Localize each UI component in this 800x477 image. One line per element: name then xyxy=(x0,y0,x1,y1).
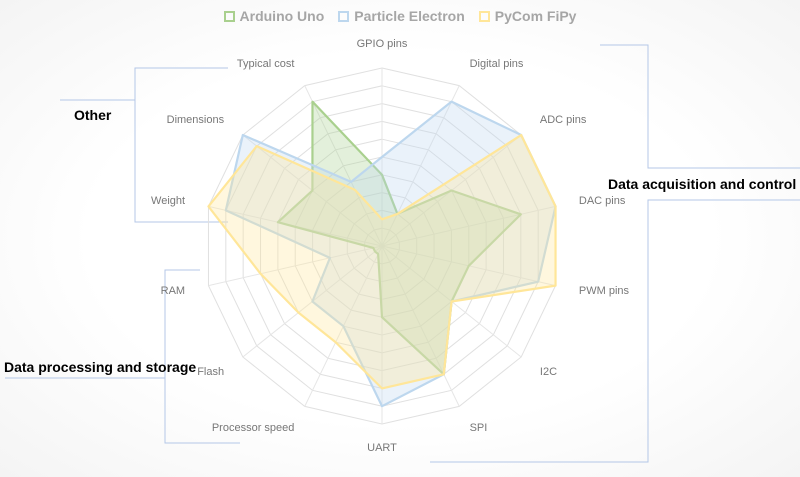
spoke-dac-pins xyxy=(381,205,556,247)
bracket-data-processing xyxy=(5,269,240,444)
legend-item-particle-electron: Particle Electron xyxy=(338,8,465,24)
axis-label-typical-cost: Typical cost xyxy=(237,58,294,70)
legend-label-arduino-uno: Arduino Uno xyxy=(239,8,325,24)
axis-label-spi: SPI xyxy=(470,422,488,434)
legend-label-particle-electron: Particle Electron xyxy=(354,8,465,24)
spoke-digital-pins xyxy=(381,85,460,247)
legend-swatch-pycom-fipy xyxy=(478,10,490,22)
axis-label-gpio-pins: GPIO pins xyxy=(357,38,408,50)
series-arduino-uno xyxy=(276,100,522,376)
axis-label-flash: Flash xyxy=(197,366,224,378)
axis-label-dac-pins: DAC pins xyxy=(579,195,626,207)
axis-label-pwm-pins: PWM pins xyxy=(579,285,630,297)
spoke-ram xyxy=(208,245,383,287)
axis-label-weight: Weight xyxy=(151,195,185,207)
group-label-data-processing: Data processing and storage xyxy=(4,359,197,375)
legend-item-pycom-fipy: PyCom FiPy xyxy=(478,8,577,24)
axis-label-uart: UART xyxy=(367,442,397,454)
axis-label-processor-speed: Processor speed xyxy=(212,422,295,434)
axis-label-digital-pins: Digital pins xyxy=(470,58,524,70)
spoke-typical-cost xyxy=(304,85,383,247)
bracket-data-acquisition-lower xyxy=(430,199,800,463)
axis-label-ram: RAM xyxy=(161,285,185,297)
group-label-other: Other xyxy=(74,107,112,123)
legend-swatch-arduino-uno xyxy=(223,10,235,22)
legend-swatch-particle-electron xyxy=(338,10,350,22)
axis-label-adc-pins: ADC pins xyxy=(540,114,587,126)
spoke-spi xyxy=(381,245,460,407)
group-brackets xyxy=(5,44,800,463)
axis-label-dimensions: Dimensions xyxy=(167,114,225,126)
chart-legend: Arduino Uno Particle Electron PyCom FiPy xyxy=(0,4,800,28)
bracket-data-acquisition xyxy=(600,44,800,169)
legend-label-pycom-fipy: PyCom FiPy xyxy=(494,8,577,24)
legend-item-arduino-uno: Arduino Uno xyxy=(223,8,325,24)
axis-label-i2c: I2C xyxy=(540,366,557,378)
group-label-data-acquisition: Data acquisition and control xyxy=(608,176,797,192)
radar-series xyxy=(207,100,557,408)
series-pycom-fipy xyxy=(207,133,557,390)
radar-axis-labels: GPIO pins Digital pins ADC pins DAC pins PWM… xyxy=(151,38,629,454)
bracket-other xyxy=(60,67,228,223)
